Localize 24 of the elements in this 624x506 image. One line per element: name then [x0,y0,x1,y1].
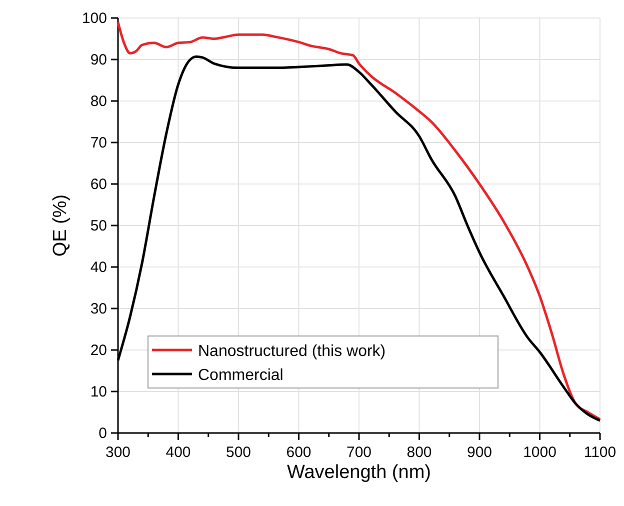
y-tick-label: 30 [90,300,107,318]
y-tick-label: 10 [90,384,107,400]
y-tick-label: 100 [82,10,107,27]
x-tick-label: 1000 [523,444,556,461]
x-tick-label: 800 [406,444,432,461]
x-tick-label: 1100 [584,444,616,461]
y-tick-label: 0 [98,425,107,442]
y-axis-title: QE (%) [50,194,71,257]
y-tick-label: 20 [90,342,107,359]
x-tick-label: 700 [346,444,372,461]
y-tick-label: 80 [90,93,107,110]
x-tick-label: 600 [286,444,312,461]
legend-label: Nanostructured (this work) [198,343,386,360]
y-tick-label: 60 [90,176,107,193]
legend-label: Commercial [198,367,284,384]
y-tick-label: 70 [90,134,107,152]
x-tick-label: 300 [105,444,131,461]
x-tick-label: 900 [466,444,492,461]
y-tick-label: 50 [90,218,107,234]
x-axis-title: Wavelength (nm) [287,462,431,483]
x-tick-label: 500 [226,444,252,461]
y-tick-label: 90 [90,52,107,68]
y-tick-label: 40 [90,259,107,276]
x-tick-label: 400 [166,444,191,461]
